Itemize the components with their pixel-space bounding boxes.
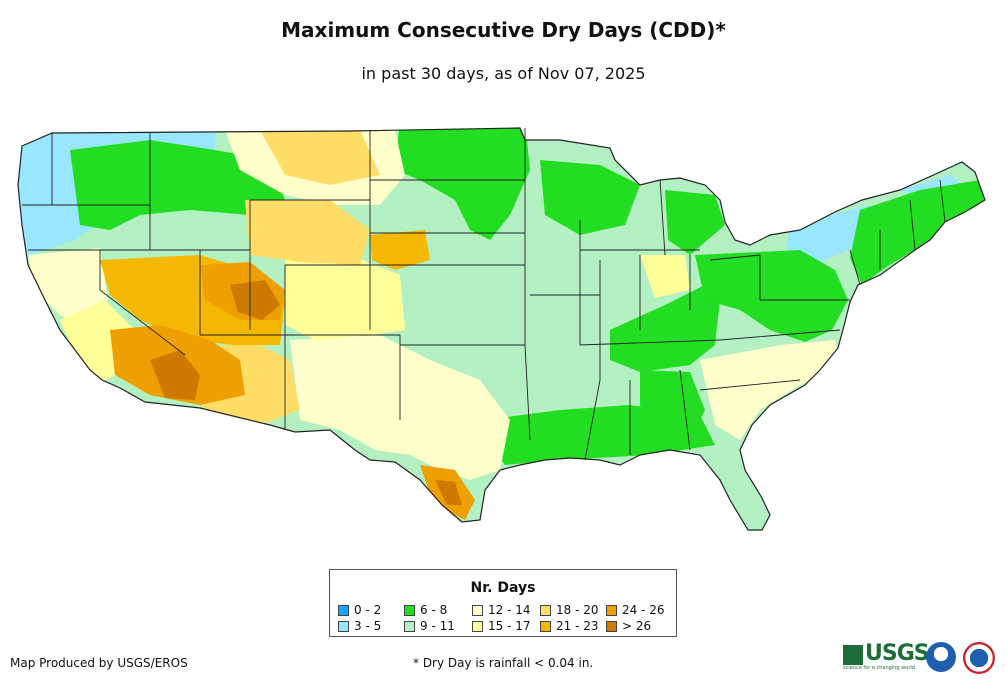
map-subtitle: in past 30 days, as of Nov 07, 2025 (361, 64, 646, 83)
usgs-wave-icon (843, 645, 863, 665)
legend-swatch (472, 605, 483, 616)
zone-6-8-alabama (640, 370, 705, 440)
credit-text: Map Produced by USGS/EROS (10, 656, 188, 670)
legend-item: 0 - 2 (338, 604, 381, 616)
legend-item: 6 - 8 (404, 604, 447, 616)
legend-title: Nr. Days (470, 580, 536, 596)
legend-swatch (404, 605, 415, 616)
zone-over-26-colorado-plateau (230, 280, 280, 320)
zone-6-8-montana (70, 140, 285, 230)
usgs-wordmark: USGS (865, 641, 930, 666)
legend-item: 12 - 14 (472, 604, 531, 616)
legend-item: 21 - 23 (540, 620, 599, 632)
legend-item: 18 - 20 (540, 604, 599, 616)
legend-item: 15 - 17 (472, 620, 531, 632)
zone-15-17-indiana (640, 255, 690, 298)
legend-swatch (606, 621, 617, 632)
legend-label: 24 - 26 (622, 603, 665, 617)
zone-18-20-wyoming (245, 200, 370, 265)
zone-6-8-ohio-valley (610, 285, 720, 372)
legend-swatch (404, 621, 415, 632)
legend-item: 3 - 5 (338, 620, 381, 632)
usgs-logo[interactable]: USGS science for a changing world (843, 641, 930, 671)
legend-swatch (338, 605, 349, 616)
state-borders (22, 128, 946, 461)
legend-label: > 26 (622, 619, 652, 633)
usgs-tagline: science for a changing world (843, 665, 915, 671)
zone-12-14-southeast (700, 340, 840, 440)
legend-swatch (540, 605, 551, 616)
cdd-zones (18, 128, 985, 520)
zone-over-26-southern-arizona (150, 350, 200, 400)
zone-6-8-appalachia (695, 250, 848, 342)
map-title: Maximum Consecutive Dry Days (CDD)* (281, 18, 726, 42)
legend-label: 15 - 17 (488, 619, 531, 633)
zone-15-17-high-plains (285, 255, 405, 340)
zone-18-20-dakotas (260, 130, 380, 185)
legend-swatch (472, 621, 483, 632)
legend: Nr. Days 0 - 2 3 - 5 6 - 8 9 - 11 12 - 1… (329, 569, 677, 637)
legend-label: 3 - 5 (354, 619, 382, 633)
zone-6-8-upper-midwest (540, 160, 640, 235)
legend-label: 0 - 2 (354, 603, 382, 617)
legend-label: 21 - 23 (556, 619, 599, 633)
legend-item: 24 - 26 (606, 604, 665, 616)
legend-label: 9 - 11 (420, 619, 455, 633)
legend-swatch (540, 621, 551, 632)
legend-swatch (606, 605, 617, 616)
zone-6-8-northeast (850, 180, 985, 285)
zone-over-26-texas (435, 480, 462, 505)
zone-21-23-nebraska (370, 230, 430, 270)
legend-swatch (338, 621, 349, 632)
zone-6-8-michigan (665, 190, 725, 255)
noaa-logo[interactable] (926, 642, 956, 672)
legend-item: > 26 (606, 620, 651, 632)
legend-label: 18 - 20 (556, 603, 599, 617)
legend-item: 9 - 11 (404, 620, 455, 632)
legend-label: 12 - 14 (488, 603, 531, 617)
dry-day-note: * Dry Day is rainfall < 0.04 in. (413, 656, 594, 670)
zone-3-5-northeast (785, 205, 870, 262)
legend-label: 6 - 8 (420, 603, 448, 617)
nws-logo[interactable] (963, 642, 995, 674)
